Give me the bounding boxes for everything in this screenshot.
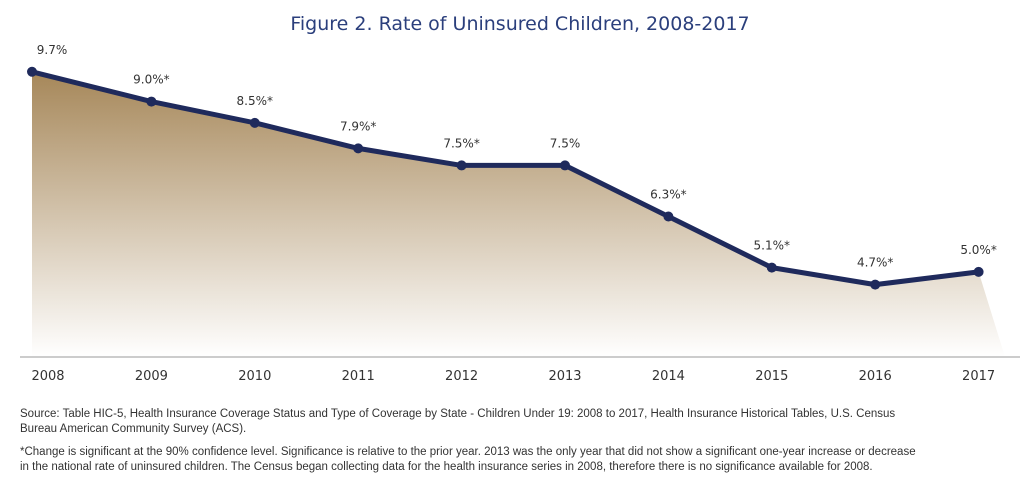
value-label: 9.0%* xyxy=(133,73,170,87)
x-tick-label: 2016 xyxy=(859,369,892,384)
point xyxy=(146,96,157,107)
x-tick-label: 2013 xyxy=(548,369,581,384)
x-tick-label: 2014 xyxy=(652,369,685,384)
line xyxy=(31,69,979,288)
x-tick-label: 2010 xyxy=(238,369,271,384)
value-label: 7.9%* xyxy=(340,119,377,133)
x-tick-label: 2008 xyxy=(31,369,64,384)
area xyxy=(32,71,1005,358)
x-tick-label: 2017 xyxy=(962,369,995,384)
x-tick-label: 2009 xyxy=(135,369,168,384)
value-label: 5.1%* xyxy=(754,239,791,253)
x-tick-label: 2012 xyxy=(445,369,478,384)
value-label: 8.5%* xyxy=(237,94,274,108)
note: *Change is significant at the 90% confid… xyxy=(20,446,916,473)
chart: Figure 2. Rate of Uninsured Children, 20… xyxy=(20,13,1020,384)
x-tick-label: 2011 xyxy=(342,369,375,384)
x-tick-label: 2015 xyxy=(755,369,788,384)
point xyxy=(973,266,984,277)
point xyxy=(456,160,467,171)
point xyxy=(766,262,777,273)
point xyxy=(27,66,37,77)
value-label: 9.7% xyxy=(37,43,68,57)
point xyxy=(663,211,674,222)
value-label: 4.7%* xyxy=(857,256,894,270)
point xyxy=(249,117,260,128)
value-label: 7.5% xyxy=(550,136,581,150)
point xyxy=(560,160,570,171)
value-label: 5.0%* xyxy=(960,243,997,257)
point xyxy=(353,143,364,154)
value-label: 6.3%* xyxy=(650,188,687,202)
point xyxy=(870,279,881,290)
value-label: 7.5%* xyxy=(443,136,480,150)
chart-title: Figure 2. Rate of Uninsured Children, 20… xyxy=(290,13,749,35)
source: Source: Table HIC-5, Health Insurance Co… xyxy=(20,408,896,435)
